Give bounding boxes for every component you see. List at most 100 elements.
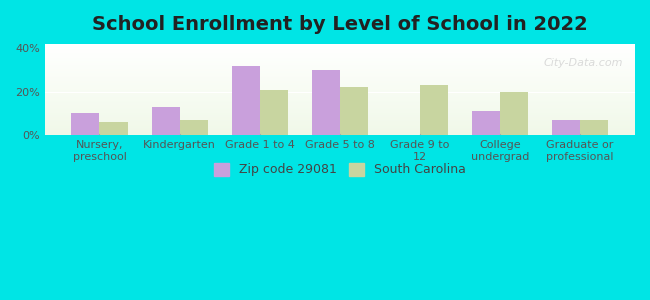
Bar bbox=[45, 86, 635, 87]
Bar bbox=[45, 44, 635, 45]
Bar bbox=[45, 54, 635, 55]
Bar bbox=[45, 93, 635, 94]
Bar bbox=[420, 85, 448, 135]
Bar bbox=[45, 124, 635, 125]
Bar bbox=[45, 101, 635, 102]
Legend: Zip code 29081, South Carolina: Zip code 29081, South Carolina bbox=[214, 163, 466, 176]
Bar bbox=[45, 116, 635, 117]
Bar bbox=[45, 126, 635, 127]
Bar bbox=[45, 97, 635, 98]
Bar bbox=[45, 60, 635, 61]
Bar bbox=[45, 51, 635, 52]
Bar bbox=[45, 125, 635, 126]
Bar bbox=[45, 69, 635, 70]
Bar bbox=[45, 92, 635, 93]
Bar bbox=[45, 100, 635, 101]
Bar bbox=[45, 105, 635, 106]
Bar bbox=[45, 47, 635, 49]
Bar bbox=[45, 111, 635, 112]
Bar bbox=[45, 81, 635, 82]
Bar bbox=[45, 87, 635, 88]
Bar bbox=[45, 66, 635, 67]
Bar bbox=[472, 111, 500, 135]
Bar bbox=[45, 88, 635, 89]
Bar bbox=[151, 107, 179, 135]
Bar bbox=[45, 98, 635, 99]
Bar bbox=[231, 66, 260, 135]
Bar bbox=[45, 70, 635, 71]
Bar bbox=[45, 50, 635, 51]
Bar bbox=[45, 120, 635, 121]
Bar bbox=[45, 103, 635, 104]
Bar bbox=[45, 127, 635, 128]
Bar bbox=[45, 55, 635, 56]
Bar bbox=[45, 117, 635, 118]
Bar bbox=[45, 90, 635, 91]
Bar bbox=[45, 56, 635, 57]
Bar bbox=[45, 79, 635, 80]
Bar bbox=[45, 46, 635, 47]
Bar bbox=[45, 128, 635, 129]
Bar bbox=[45, 53, 635, 54]
Bar bbox=[45, 58, 635, 59]
Bar bbox=[312, 70, 340, 135]
Bar bbox=[45, 95, 635, 96]
Bar bbox=[45, 76, 635, 77]
Bar bbox=[500, 92, 528, 135]
Bar bbox=[45, 99, 635, 100]
Bar bbox=[45, 108, 635, 109]
Bar bbox=[45, 77, 635, 78]
Bar bbox=[45, 75, 635, 76]
Bar bbox=[45, 130, 635, 131]
Bar bbox=[552, 120, 580, 135]
Title: School Enrollment by Level of School in 2022: School Enrollment by Level of School in … bbox=[92, 15, 588, 34]
Bar bbox=[45, 121, 635, 122]
Bar bbox=[45, 85, 635, 86]
Bar bbox=[45, 67, 635, 68]
Bar bbox=[45, 64, 635, 65]
Bar bbox=[45, 63, 635, 64]
Bar bbox=[45, 113, 635, 114]
Bar bbox=[45, 45, 635, 46]
Bar bbox=[45, 72, 635, 73]
Bar bbox=[45, 115, 635, 116]
Bar bbox=[45, 59, 635, 60]
Bar bbox=[45, 82, 635, 83]
Bar bbox=[45, 62, 635, 63]
Bar bbox=[340, 87, 368, 135]
Bar bbox=[580, 120, 608, 135]
Bar bbox=[45, 104, 635, 105]
Bar bbox=[99, 122, 127, 135]
Bar bbox=[45, 78, 635, 79]
Bar bbox=[45, 71, 635, 72]
Bar bbox=[45, 122, 635, 123]
Bar bbox=[45, 107, 635, 108]
Bar bbox=[45, 57, 635, 58]
Bar bbox=[45, 102, 635, 103]
Bar bbox=[45, 96, 635, 97]
Bar bbox=[45, 114, 635, 115]
Bar bbox=[45, 89, 635, 90]
Bar bbox=[45, 49, 635, 50]
Bar bbox=[45, 110, 635, 111]
Bar bbox=[45, 119, 635, 120]
Bar bbox=[45, 52, 635, 53]
Bar bbox=[45, 73, 635, 74]
Bar bbox=[45, 100, 635, 101]
Bar bbox=[45, 61, 635, 62]
Bar bbox=[45, 134, 635, 135]
Bar bbox=[45, 112, 635, 113]
Bar bbox=[45, 84, 635, 85]
Bar bbox=[45, 74, 635, 75]
Bar bbox=[45, 109, 635, 110]
Bar bbox=[45, 132, 635, 133]
Bar bbox=[45, 123, 635, 124]
Bar bbox=[45, 80, 635, 81]
Bar bbox=[45, 83, 635, 84]
Bar bbox=[45, 133, 635, 134]
Bar bbox=[260, 89, 288, 135]
Bar bbox=[45, 68, 635, 69]
Bar bbox=[45, 129, 635, 130]
Bar bbox=[45, 91, 635, 92]
Bar bbox=[45, 118, 635, 119]
